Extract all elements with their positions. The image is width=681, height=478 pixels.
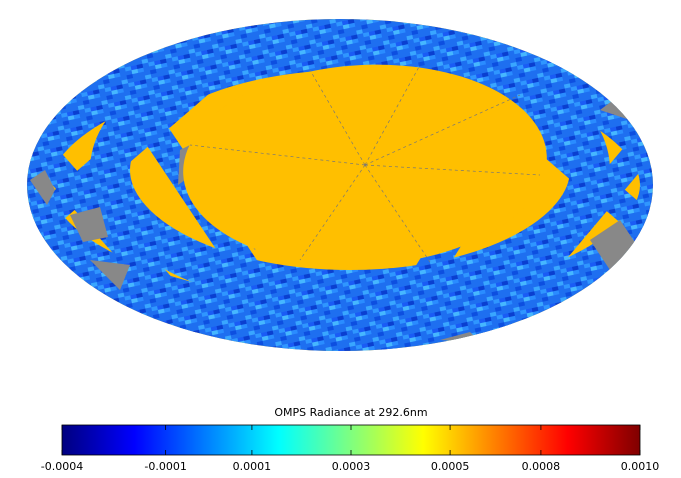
- tick-label: 0.0005: [431, 460, 470, 473]
- tick-label: -0.0001: [144, 460, 186, 473]
- tick-label: 0.0001: [233, 460, 272, 473]
- colorbar-title: OMPS Radiance at 292.6nm: [274, 406, 427, 419]
- map: [15, 19, 675, 351]
- tick-label: 0.0003: [332, 460, 371, 473]
- tick-label: 0.0010: [621, 460, 660, 473]
- tick-label: -0.0004: [41, 460, 83, 473]
- page: OMPS Radiance at 292.6nm -0.0004 -0.0001 0…: [0, 0, 681, 478]
- tick-label: 0.0008: [522, 460, 561, 473]
